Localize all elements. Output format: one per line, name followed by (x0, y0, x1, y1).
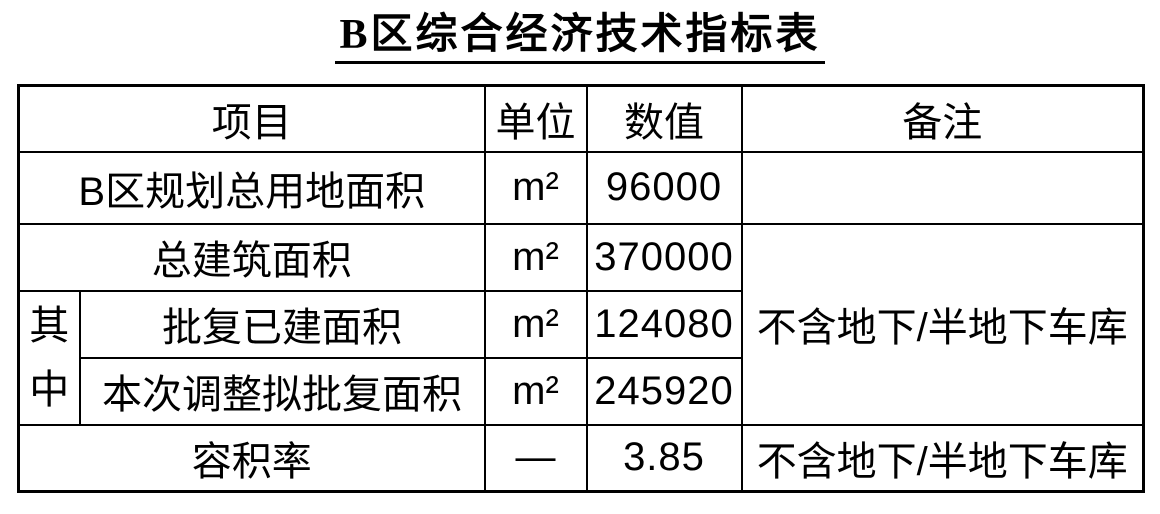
col-header-remark: 备注 (740, 84, 1145, 153)
unit-cell: m² (483, 222, 588, 292)
item-cell: B区规划总用地面积 (17, 150, 486, 225)
table-row: 总建筑面积 m² 370000 不含地下/半地下车库 (17, 222, 1145, 426)
remark-cell (740, 150, 1145, 225)
group-label: 其中 (29, 303, 70, 412)
col-header-item: 项目 (17, 84, 486, 153)
header-row: 项目 单位 数值 备注 (17, 84, 1145, 153)
item-cell: 本次调整拟批复面积 (78, 356, 486, 426)
value-cell: 370000 (585, 222, 743, 292)
group-cell: 其中 (17, 289, 81, 426)
remark-cell: 不含地下/半地下车库 (740, 423, 1145, 493)
table-row: 其中 批复已建面积 m² 124080 (17, 289, 1144, 426)
unit-cell: — (483, 423, 588, 493)
unit-cell: m² (483, 289, 588, 359)
item-cell: 总建筑面积 (17, 222, 486, 292)
value-cell: 3.85 (585, 423, 743, 493)
item-cell: 批复已建面积 (78, 289, 486, 359)
table-row: B区规划总用地面积 m² 96000 (17, 150, 1145, 225)
unit-cell: m² (483, 150, 588, 225)
table-row: 容积率 — 3.85 不含地下/半地下车库 (17, 423, 1145, 493)
col-header-unit: 单位 (483, 84, 588, 153)
indicator-table: 项目 单位 数值 备注 B区规划总用地面积 m² 96000 总建筑面积 m² … (17, 84, 1145, 493)
remark-cell-merged: 不含地下/半地下车库 (740, 222, 1145, 426)
value-cell: 96000 (585, 150, 743, 225)
page-title: B区综合经济技术指标表 (335, 12, 825, 65)
value-cell: 124080 (585, 289, 743, 359)
value-cell: 245920 (585, 356, 743, 426)
title-area: B区综合经济技术指标表 (0, 0, 1160, 84)
col-header-value: 数值 (585, 84, 743, 153)
table-row: 本次调整拟批复面积 m² 245920 (19, 356, 1144, 426)
item-cell: 容积率 (17, 423, 486, 493)
unit-cell: m² (483, 356, 588, 426)
